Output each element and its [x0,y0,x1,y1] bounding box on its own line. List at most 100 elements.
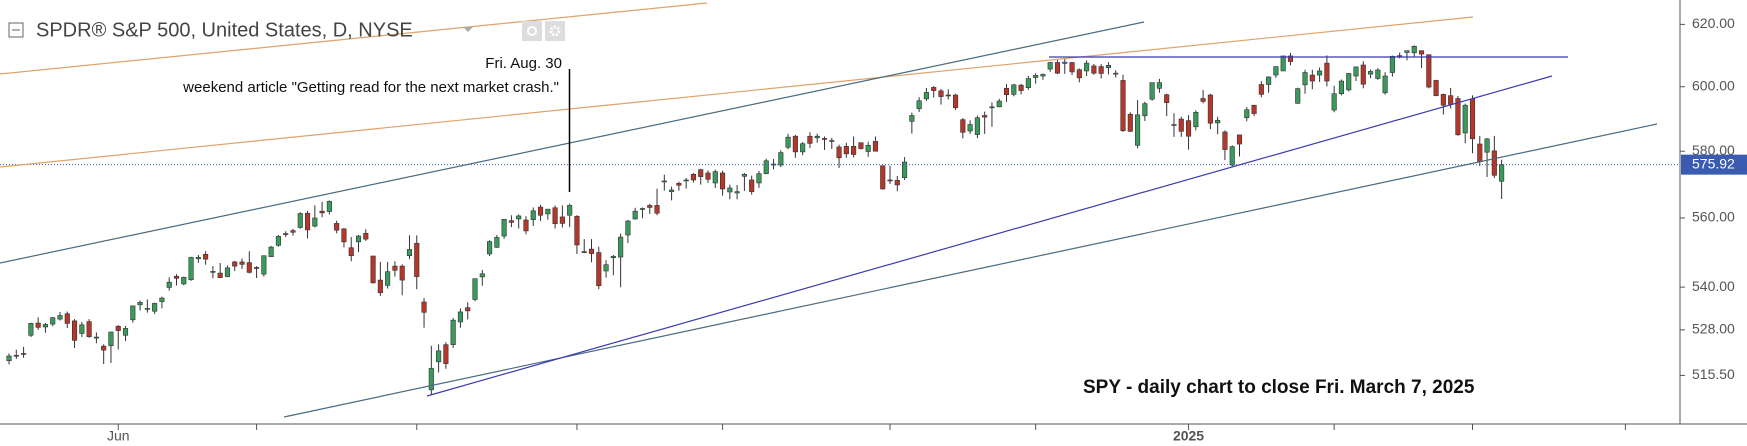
candle-body [647,205,653,208]
candle-body [1309,74,1315,82]
annotation: weekend article "Getting read for the ne… [182,79,559,96]
candle-body [203,253,209,260]
candle-body [887,179,893,182]
candle-body [1149,82,1155,100]
candle-body [1236,134,1243,145]
candle-body [334,223,340,231]
candle-body [1193,111,1199,128]
candle-body [275,236,281,246]
candle-body [763,160,769,174]
candle-body [1047,62,1053,70]
candle-body [1331,93,1337,111]
candle-body [355,235,362,243]
candle-body [880,165,886,190]
candle-body [283,233,289,235]
candle-body [1280,55,1286,72]
candle-body [821,138,828,140]
candle-body [1273,66,1279,76]
candle-body [676,182,682,186]
candle-body [938,90,944,97]
candle-body [137,302,143,306]
candle-body [1426,54,1432,88]
candle-body [1389,55,1395,73]
candle-body [50,317,56,325]
candle-body [86,321,92,338]
candle-body [71,320,78,341]
candle-body [618,236,624,258]
last-price-box [1681,154,1747,175]
candle-body [1207,94,1213,124]
candle-body [712,171,718,184]
candle-body [319,210,325,214]
candle-body [35,322,41,328]
candle-body [952,94,959,109]
candle-body [79,324,85,334]
candle-body [545,208,551,215]
candle-body [1287,55,1294,62]
y-tick-label: 600.00 [1692,77,1735,93]
candle-body [909,115,915,122]
candle-body [945,94,951,97]
candle-body [1069,62,1075,73]
candle-body [494,237,500,248]
candle-body [472,278,478,300]
candle-body [181,276,187,285]
candle-body [1025,78,1031,88]
candle-body [654,205,660,214]
candle-body [195,257,201,260]
candle-body [1185,120,1192,137]
candle-body [465,307,471,312]
candle-body [865,145,871,152]
candle-body [450,319,456,345]
candle-body [1484,138,1490,153]
candle-body [829,140,835,142]
candle-body [530,210,536,220]
candle-body [632,210,638,220]
candle-body [669,189,675,192]
candle-body [1455,98,1461,136]
candle-body [1499,164,1505,182]
candle-body [436,350,442,363]
candle-body [610,256,616,259]
candle-body [1360,64,1366,85]
candle-body [363,232,369,240]
candle-body [1375,69,1381,79]
candle-body [705,172,711,180]
candle-body [931,87,937,91]
candle-body [1105,65,1112,69]
candle-body [64,313,70,324]
plot-area [0,45,1680,395]
candle-body [239,261,245,265]
candle-body [559,216,565,224]
candle-body [1200,98,1206,102]
settings-icon[interactable] [545,21,565,41]
candle-body [1411,45,1417,54]
dropdown-icon[interactable] [463,27,473,32]
y-tick-label: 528.00 [1692,321,1735,337]
trendline [0,21,1145,264]
candle-body [457,311,464,323]
candle-body [1433,80,1439,96]
x-tick-label: 2025 [1173,428,1204,444]
candle-body [144,308,150,310]
candle-body [93,336,99,339]
candle-body [1084,62,1090,72]
candle-body [851,146,857,155]
collapse-icon[interactable] [8,22,24,38]
candle-body [217,272,223,278]
candle-body [960,119,966,133]
candle-body [1215,120,1221,124]
candle-body [1003,88,1010,95]
candle-body [1076,69,1082,79]
trendline [0,2,708,75]
candle-body [101,345,107,351]
candle-body [1353,66,1359,77]
candle-body [13,354,19,357]
y-tick-label: 580.00 [1692,142,1735,158]
candle-body [1229,146,1235,166]
candle-body [588,248,595,254]
visibility-icon[interactable] [522,21,542,41]
candle-body [1054,62,1061,74]
